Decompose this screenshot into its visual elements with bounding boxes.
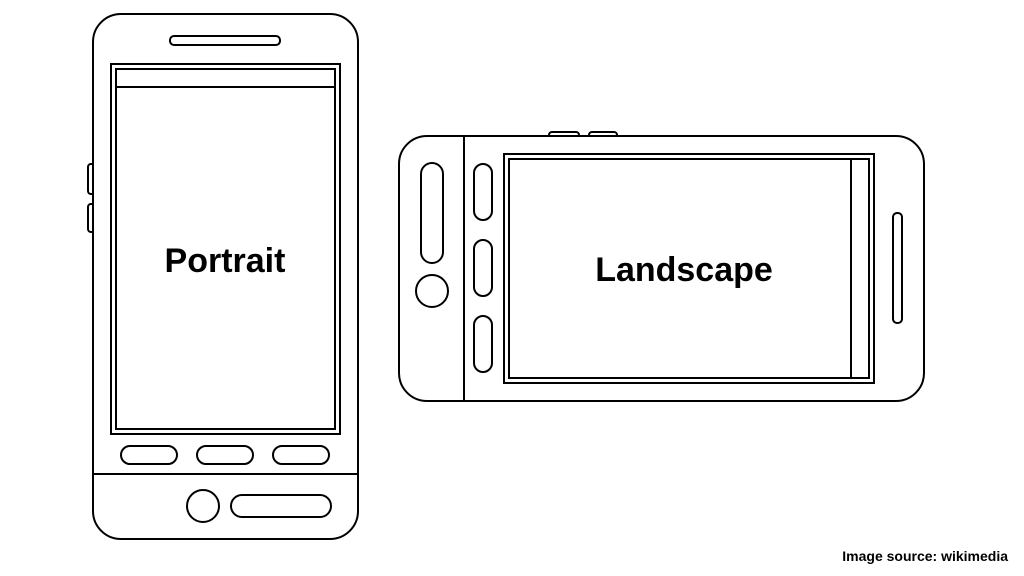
earpiece-icon <box>893 213 902 323</box>
nav-button-icon <box>474 240 492 296</box>
nav-button-icon <box>121 446 177 464</box>
earpiece-icon <box>170 36 280 45</box>
diagram-stage: Portrait <box>0 0 1024 576</box>
phone-portrait: Portrait <box>85 10 365 545</box>
nav-button-icon <box>474 316 492 372</box>
bottom-button-icon <box>421 163 443 263</box>
orientation-label: Landscape <box>595 251 773 289</box>
status-bar <box>851 159 869 378</box>
orientation-label: Portrait <box>165 242 286 280</box>
trackball-icon <box>187 490 219 522</box>
image-attribution: Image source: wikimedia <box>842 548 1008 564</box>
trackball-icon <box>416 275 448 307</box>
phone-landscape: Landscape <box>395 130 930 415</box>
bottom-button-icon <box>231 495 331 517</box>
nav-button-icon <box>197 446 253 464</box>
nav-button-icon <box>273 446 329 464</box>
nav-button-icon <box>474 164 492 220</box>
status-bar <box>116 69 335 87</box>
